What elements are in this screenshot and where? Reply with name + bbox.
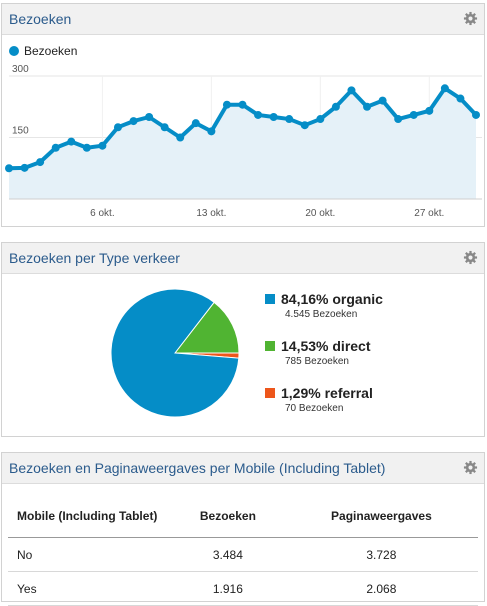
- traffic-type-widget: Bezoeken per Type verkeer 84,16% organic…: [1, 242, 485, 437]
- mobile-widget: Bezoeken en Paginaweergaves per Mobile (…: [1, 452, 485, 606]
- table-cell: Yes: [8, 571, 171, 606]
- widget-title: Bezoeken en Paginaweergaves per Mobile (…: [9, 460, 386, 476]
- legend-item-direct[interactable]: 14,53% direct 785 Bezoeken: [265, 338, 371, 367]
- x-tick-label: 6 okt.: [90, 208, 114, 219]
- x-tick-label: 20 okt.: [305, 208, 335, 219]
- data-point[interactable]: [300, 121, 309, 130]
- column-header[interactable]: Mobile (Including Tablet): [8, 495, 171, 538]
- table-row[interactable]: Yes 1.916 2.068: [8, 571, 478, 606]
- column-header[interactable]: Bezoeken: [171, 495, 285, 538]
- widget-header: Bezoeken per Type verkeer: [2, 243, 484, 274]
- data-point[interactable]: [378, 96, 387, 105]
- gear-icon[interactable]: [463, 11, 478, 26]
- legend-item-pct: 14,53% direct: [281, 338, 371, 354]
- x-tick-label: 13 okt.: [196, 208, 226, 219]
- legend-item-sub: 70 Bezoeken: [285, 403, 344, 414]
- legend-item-pct: 1,29% referral: [281, 385, 373, 401]
- data-point[interactable]: [316, 115, 325, 124]
- data-point[interactable]: [222, 100, 231, 109]
- legend-item-pct: 84,16% organic: [281, 291, 383, 307]
- gear-icon[interactable]: [463, 460, 478, 475]
- table-header-row: Mobile (Including Tablet) Bezoeken Pagin…: [8, 495, 478, 538]
- y-tick-label: 300: [12, 64, 29, 75]
- table-cell: 3.484: [171, 537, 285, 572]
- organic-swatch: [265, 294, 275, 305]
- data-point[interactable]: [285, 115, 294, 124]
- data-point[interactable]: [440, 84, 449, 93]
- data-point[interactable]: [51, 143, 60, 152]
- legend-item-sub: 785 Bezoeken: [285, 356, 349, 367]
- data-point[interactable]: [129, 117, 138, 126]
- chart-legend[interactable]: Bezoeken: [9, 44, 77, 58]
- data-point[interactable]: [5, 164, 13, 173]
- data-point[interactable]: [36, 158, 45, 167]
- table-cell: 2.068: [284, 571, 478, 606]
- data-point[interactable]: [254, 110, 263, 119]
- data-point[interactable]: [207, 127, 216, 136]
- data-point[interactable]: [176, 133, 185, 142]
- data-point[interactable]: [98, 141, 107, 150]
- gear-icon[interactable]: [463, 250, 478, 265]
- table-row[interactable]: No 3.484 3.728: [8, 537, 478, 572]
- widget-title: Bezoeken per Type verkeer: [9, 250, 180, 266]
- data-point[interactable]: [238, 100, 247, 109]
- data-point[interactable]: [472, 110, 480, 119]
- data-point[interactable]: [363, 102, 372, 111]
- data-point[interactable]: [82, 143, 91, 152]
- widget-header: Bezoeken: [2, 4, 484, 35]
- column-header[interactable]: Paginaweergaves: [284, 495, 478, 538]
- table-cell: 1.916: [171, 571, 285, 606]
- data-point[interactable]: [67, 137, 76, 146]
- line-chart[interactable]: 300 150 6 okt. 13 okt. 20 okt. 27 okt.: [2, 56, 484, 226]
- data-point[interactable]: [160, 123, 169, 132]
- widget-title: Bezoeken: [9, 11, 72, 27]
- table-cell: 3.728: [284, 537, 478, 572]
- legend-label: Bezoeken: [24, 44, 78, 58]
- data-point[interactable]: [456, 94, 465, 103]
- data-point[interactable]: [113, 123, 122, 132]
- data-point[interactable]: [145, 113, 154, 121]
- legend-item-sub: 4.545 Bezoeken: [285, 309, 358, 320]
- visits-widget: Bezoeken Bezoeken 300 150 6 okt. 13 okt. 20 …: [1, 3, 485, 227]
- data-point[interactable]: [20, 163, 29, 172]
- pie-slice[interactable]: [110, 288, 240, 418]
- x-tick-label: 27 okt.: [414, 208, 444, 219]
- legend-item-organic[interactable]: 84,16% organic 4.545 Bezoeken: [265, 291, 383, 320]
- data-point[interactable]: [409, 110, 418, 119]
- legend-item-referral[interactable]: 1,29% referral 70 Bezoeken: [265, 385, 373, 414]
- referral-swatch: [265, 388, 275, 399]
- data-point[interactable]: [394, 115, 403, 124]
- mobile-table: Mobile (Including Tablet) Bezoeken Pagin…: [8, 495, 478, 606]
- pie-chart[interactable]: [105, 283, 245, 423]
- series-area: [9, 88, 476, 199]
- pie-slice[interactable]: [173, 301, 240, 354]
- legend-dot-icon: [9, 46, 19, 56]
- data-point[interactable]: [269, 113, 278, 121]
- y-tick-label: 150: [12, 126, 29, 137]
- data-point[interactable]: [347, 86, 356, 95]
- widget-header: Bezoeken en Paginaweergaves per Mobile (…: [2, 453, 484, 484]
- table-cell: No: [8, 537, 171, 572]
- data-point[interactable]: [331, 102, 340, 111]
- direct-swatch: [265, 341, 275, 352]
- data-point[interactable]: [425, 106, 434, 115]
- data-point[interactable]: [191, 119, 200, 128]
